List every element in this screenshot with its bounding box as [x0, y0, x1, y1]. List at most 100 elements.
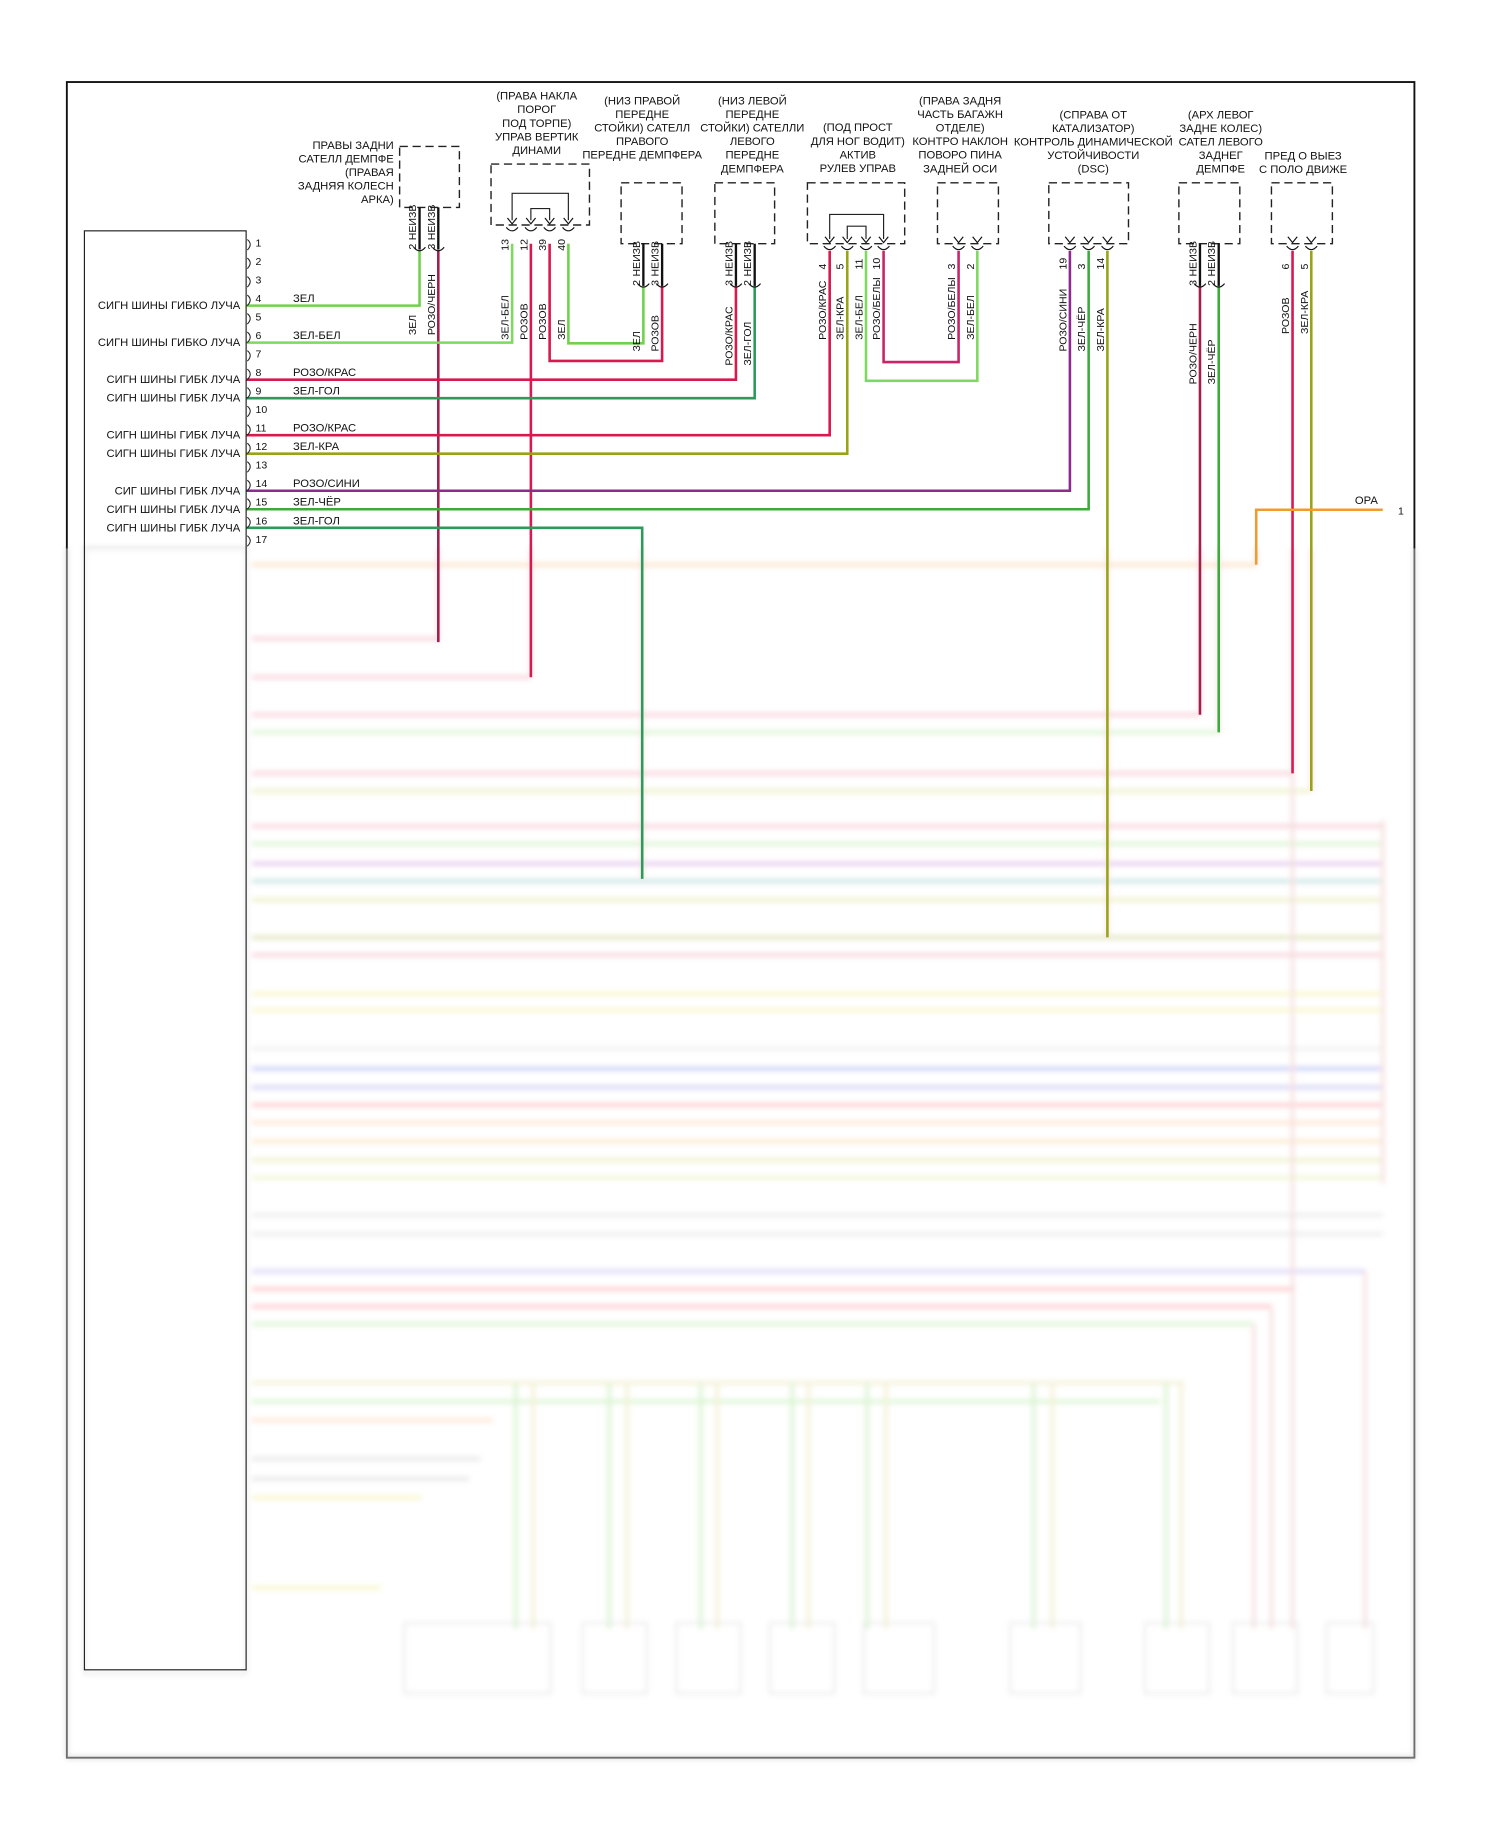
pin-number: 3 — [426, 244, 438, 250]
component-label-group: (АРХ ЛЕВОГ ЗАДНЕ КОЛЕС) САТЕЛ ЛЕВОГОЗАДНЕГ… — [1179, 109, 1264, 175]
component-box — [490, 163, 591, 226]
pin-number-and-type: 3 НЕИЗВ — [723, 241, 735, 286]
wire-color-label: ЗЕЛ — [407, 315, 419, 335]
component-label: ПЕРЕДНЕ — [615, 109, 669, 121]
pin-number: 11 — [853, 258, 865, 269]
component-label: (СПРАВА ОТ — [1060, 109, 1128, 121]
connector-terminal-icon — [562, 226, 575, 232]
component-label: ДЛЯ НОГ ВОДИТ) — [811, 136, 905, 148]
ecu-pin-number: 14 — [256, 478, 268, 490]
pin-terminal-icon — [246, 516, 251, 529]
pin-number: 5 — [835, 264, 847, 270]
internal-jumper — [846, 225, 867, 240]
pin-number: 13 — [500, 239, 512, 251]
component-label: ДЕМПФЕРА — [721, 163, 784, 175]
component-label: ЗАДНЯЯ КОЛЕСН — [298, 181, 394, 193]
wire-color-label: ЗЕЛ-КРА — [1299, 291, 1311, 334]
wire — [246, 250, 421, 307]
splice-wire-label: ОРА — [1355, 495, 1378, 507]
wire-color-label: РОЗОВ — [518, 303, 530, 339]
component-label: СТОЙКИ) САТЕЛЛИ — [700, 121, 804, 134]
ecu-pin-number: 2 — [256, 256, 262, 268]
ecu-wire-label: ЗЕЛ — [293, 293, 315, 305]
pin-number: 2 — [965, 264, 977, 270]
arrow-icon — [842, 236, 853, 244]
pin-terminal-icon — [246, 331, 251, 344]
arrow-icon — [878, 236, 889, 244]
connector-terminal-icon — [543, 226, 556, 232]
component-box — [936, 182, 1000, 245]
component-label: КОНТРОЛЬ ДИНАМИЧЕСКОЙ — [1014, 136, 1173, 149]
ecu-pin-signal: СИГН ШИНЫ ГИБК ЛУЧА — [107, 522, 241, 534]
pin-number-and-type: 2 НЕИЗВ — [631, 241, 643, 286]
arrow-icon — [860, 236, 872, 244]
component-label: ДЕМПФЕ — [1196, 164, 1245, 176]
wire — [246, 250, 831, 437]
wire — [246, 526, 644, 879]
ecu-wire-label: РОЗО/КРАС — [293, 423, 356, 435]
ecu-pin-signal: СИГН ШИНЫ ГИБК ЛУЧА — [107, 374, 241, 386]
component-label: ЛЕВОГО — [730, 136, 775, 148]
ecu-pin-number: 11 — [256, 423, 267, 435]
pin-terminal-icon — [246, 350, 251, 362]
wire-color-label: РОЗО/ЧЕРН — [1187, 323, 1199, 384]
component-label: ПОВОРО ПИНА — [918, 150, 1002, 162]
pin-terminal-icon — [246, 479, 251, 492]
ecu-pin-signal: СИГН ШИНЫ ГИБК ЛУЧА — [107, 393, 241, 405]
connector-terminal-icon — [1063, 245, 1077, 251]
connector-terminal-icon — [1286, 245, 1299, 251]
internal-jumper — [829, 213, 885, 240]
ecu-pin-signal: СИГН ШИНЫ ГИБК ЛУЧА — [107, 448, 241, 460]
pin-terminal-icon — [246, 368, 251, 381]
wire — [246, 250, 849, 456]
pin-number: 19 — [1057, 258, 1069, 270]
pin-number-and-type: 3 НЕИЗВ — [650, 241, 662, 286]
ecu-wire-label: ЗЕЛ-КРА — [293, 441, 340, 453]
connector-terminal-icon — [413, 246, 426, 252]
pin-terminal-icon — [246, 424, 251, 436]
ecu-pin-number: 6 — [256, 330, 262, 342]
wire-color-label: ЗЕЛ-БЕЛ — [965, 295, 977, 340]
pin-terminal-icon — [246, 387, 251, 399]
ecu-pin-signal: СИГН ШИНЫ ГИБК ЛУЧА — [107, 430, 241, 442]
pin-type: НЕИЗВ — [1206, 241, 1218, 277]
ecu-pin-number: 12 — [256, 441, 268, 453]
connector-terminal-icon — [1101, 245, 1114, 251]
wire-color-label: РОЗО/КРАС — [817, 280, 829, 340]
pin-type: НЕИЗВ — [1187, 241, 1199, 277]
component-label: САТЕЛ ЛЕВОГО — [1179, 137, 1264, 149]
wire-color-label: ЗЕЛ-КРА — [1095, 308, 1107, 351]
arrow-icon — [563, 217, 574, 225]
connector-terminal-icon — [877, 245, 890, 251]
wire-color-label: РОЗО/КРАС — [723, 306, 735, 366]
component-label: РУЛЕВ УПРАВ — [820, 163, 896, 175]
component-label: УСТОЙЧИВОСТИ — [1047, 149, 1139, 162]
wire-color-label: ЗЕЛ-БЕЛ — [853, 295, 865, 340]
arrow-icon — [1306, 236, 1317, 244]
pin-number: 4 — [817, 264, 829, 270]
ecu-wire-label: ЗЕЛ-ГОЛ — [293, 386, 340, 398]
ecu-pin-number: 13 — [256, 460, 268, 472]
component-label-group: (СПРАВА ОТ КАТАЛИЗАТОР)КОНТРОЛЬ ДИНАМИЧЕС… — [1014, 109, 1173, 175]
ecu-pin-number: 16 — [256, 515, 268, 527]
arrow-icon — [1083, 236, 1094, 244]
ecu-pin-number: 8 — [256, 367, 262, 379]
splice-number: 1 — [1398, 505, 1404, 517]
connector-terminal-icon — [859, 245, 873, 251]
pin-terminal-icon — [246, 461, 251, 473]
pin-number: 3 — [1076, 264, 1088, 270]
pin-number: 14 — [1095, 258, 1107, 270]
pin-terminal-icon — [246, 294, 251, 306]
wire-color-label: ЗЕЛ-БЕЛ — [500, 295, 512, 340]
pin-number: 2 — [1206, 280, 1218, 286]
connector-terminal-icon — [1212, 283, 1226, 288]
ecu-pin-number: 3 — [256, 275, 262, 287]
component-label: ПЕРЕДНЕ — [725, 150, 779, 162]
wires — [246, 243, 1383, 938]
arrow-icon — [953, 236, 964, 244]
